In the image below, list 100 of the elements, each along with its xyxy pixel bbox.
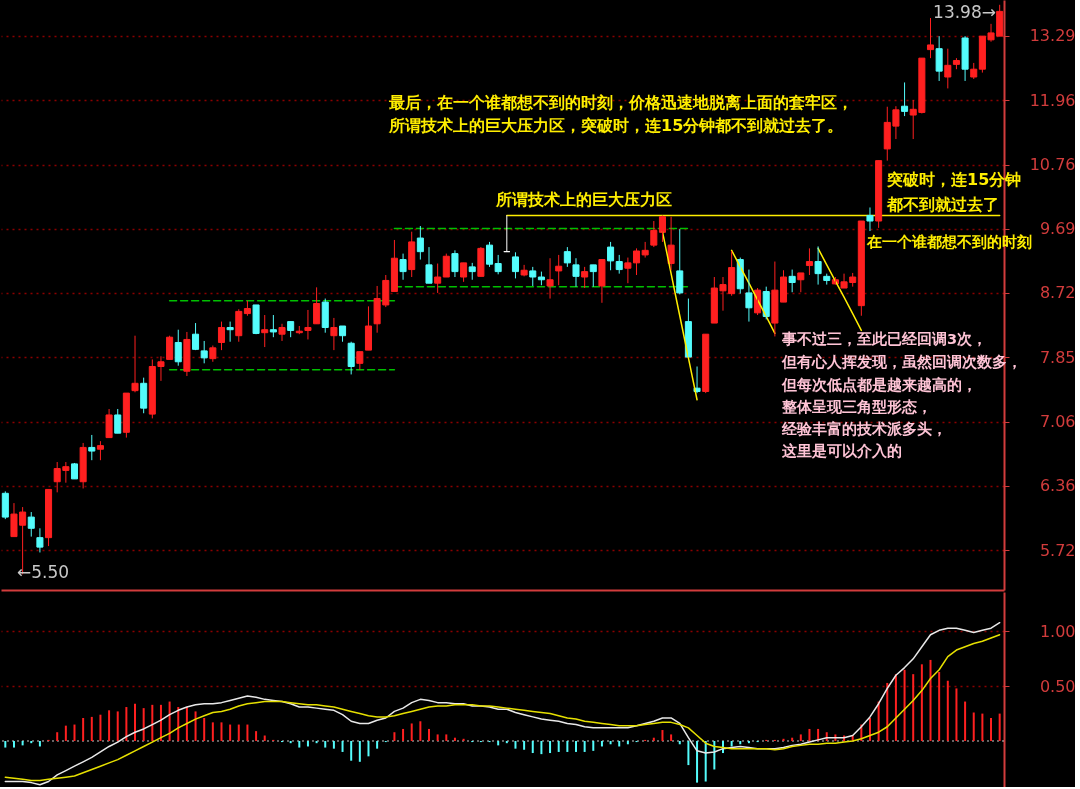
candlestick xyxy=(88,434,96,461)
bar xyxy=(56,732,59,741)
bar xyxy=(142,708,145,741)
bar xyxy=(410,723,413,741)
bar xyxy=(246,724,249,741)
y-tick-label: 7.06 xyxy=(1039,412,1076,432)
annotation: 经验丰富的技术派多头， xyxy=(781,420,947,437)
bar xyxy=(12,740,15,748)
bar xyxy=(99,714,102,741)
y-tick-label: 8.72 xyxy=(1039,283,1076,303)
candlestick xyxy=(537,271,545,286)
candlestick xyxy=(581,266,589,289)
bar xyxy=(220,722,223,741)
bar xyxy=(981,713,984,741)
bar xyxy=(315,740,318,744)
bar xyxy=(402,728,405,741)
bar xyxy=(108,710,111,741)
bar xyxy=(211,722,214,741)
bar xyxy=(964,701,967,741)
candlestick xyxy=(468,262,476,281)
bar xyxy=(600,740,603,747)
bar xyxy=(886,682,889,741)
candlestick xyxy=(278,323,286,342)
bar xyxy=(324,740,327,748)
candlestick xyxy=(589,264,597,288)
candlestick xyxy=(935,35,943,82)
bar xyxy=(661,730,664,741)
bar xyxy=(82,717,85,741)
bar xyxy=(64,725,67,741)
bar xyxy=(903,669,906,741)
candlestick xyxy=(788,269,796,293)
candlestick xyxy=(434,263,442,294)
line-series xyxy=(817,247,863,332)
bar xyxy=(289,740,292,744)
candlestick xyxy=(36,527,44,553)
bar xyxy=(990,717,993,741)
bar xyxy=(549,740,552,754)
bar xyxy=(583,740,586,752)
bar xyxy=(4,740,7,748)
annotation: 整体呈现三角型形态， xyxy=(781,399,932,415)
bar xyxy=(998,713,1001,741)
candlestick xyxy=(96,440,104,461)
bar xyxy=(730,740,733,747)
y-tick-label: 10.76 xyxy=(1029,155,1076,175)
candlestick xyxy=(339,325,347,343)
bar xyxy=(575,740,577,752)
candlestick xyxy=(563,246,571,268)
bar xyxy=(185,707,188,741)
bar xyxy=(255,731,258,741)
annotation: 13.98→ xyxy=(933,2,996,22)
candlestick xyxy=(425,246,433,284)
bar xyxy=(38,740,41,747)
bar xyxy=(920,664,923,741)
bar xyxy=(696,740,699,783)
bar xyxy=(938,671,941,741)
bar xyxy=(376,740,379,749)
annotation: 这里是可以介入的 xyxy=(781,442,902,459)
y-tick-label: 11.96 xyxy=(1029,90,1076,110)
bar xyxy=(505,740,508,744)
line-series xyxy=(730,249,776,335)
bar xyxy=(419,721,422,741)
y-tick-label: 1.00 xyxy=(1039,621,1076,641)
bar xyxy=(350,740,353,761)
bar xyxy=(540,740,543,755)
bar xyxy=(946,680,949,741)
candlestick xyxy=(200,340,208,364)
candlestick xyxy=(607,241,615,271)
bar xyxy=(972,712,975,741)
bar xyxy=(151,704,154,741)
bar xyxy=(566,740,569,752)
bar xyxy=(358,740,361,762)
bar xyxy=(116,711,119,741)
bar xyxy=(894,674,897,741)
y-tick-label: 13.29 xyxy=(1029,26,1076,46)
bar xyxy=(341,740,344,752)
annotation: 所谓技术上的巨大压力区 xyxy=(495,190,672,209)
y-tick-label: 9.69 xyxy=(1039,219,1076,239)
bar xyxy=(592,740,595,751)
bar xyxy=(393,732,396,741)
bar xyxy=(618,740,621,747)
bar xyxy=(782,738,785,741)
annotation: 最后，在一个谁都想不到的时刻，价格迅速地脱离上面的套牢区， xyxy=(388,93,853,112)
bar xyxy=(194,711,197,741)
bar xyxy=(514,740,517,749)
candlestick xyxy=(572,257,580,288)
bar xyxy=(687,740,690,766)
bar xyxy=(557,740,560,752)
bar xyxy=(159,704,162,741)
bar xyxy=(203,717,206,741)
bar xyxy=(73,724,76,741)
bar xyxy=(704,740,707,782)
bar xyxy=(229,724,232,741)
bar xyxy=(955,688,958,741)
annotation: 但每次低点都是越来越高的， xyxy=(781,376,977,393)
bar xyxy=(298,740,301,748)
bar xyxy=(799,734,802,741)
bar xyxy=(808,728,811,741)
y-tick-label: 5.72 xyxy=(1039,540,1076,560)
bar xyxy=(868,717,871,741)
annotation: 事不过三，至此已经回调3次， xyxy=(781,331,988,347)
